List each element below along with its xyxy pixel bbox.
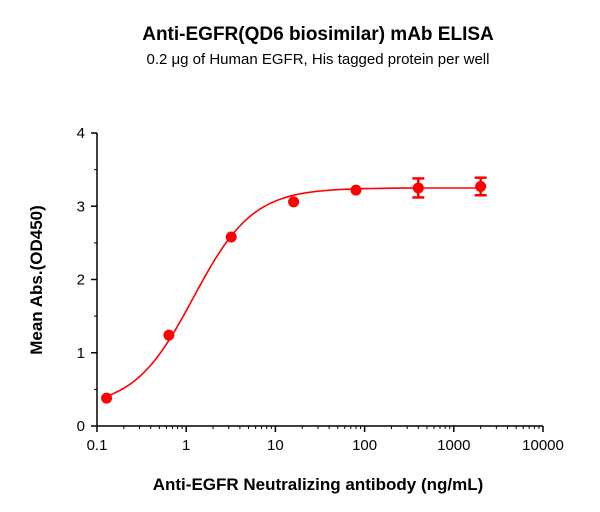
y-tick-label: 0 [77, 418, 85, 435]
data-point [350, 184, 362, 196]
data-point [412, 182, 424, 194]
y-tick-label: 2 [77, 272, 85, 289]
y-tick-label: 4 [77, 125, 85, 142]
x-tick-label: 0.1 [87, 437, 108, 454]
data-points [101, 176, 487, 404]
data-point [288, 196, 300, 208]
x-tick-label: 10000 [522, 437, 564, 454]
tick-labels: 0.1 1 10 100 1000 10000 0 1 2 3 4 [77, 125, 564, 454]
axes [91, 132, 544, 432]
fit-curve [106, 187, 481, 398]
chart-title: Anti-EGFR(QD6 biosimilar) mAb ELISA [142, 24, 494, 45]
data-point [101, 392, 113, 404]
x-tick-label: 1 [182, 437, 190, 454]
x-tick-label: 100 [352, 437, 377, 454]
chart-subtitle: 0.2 μg of Human EGFR, His tagged protein… [147, 51, 490, 68]
x-axis-label: Anti-EGFR Neutralizing antibody (ng/mL) [153, 475, 484, 494]
x-tick-label: 1000 [437, 437, 470, 454]
data-point [163, 329, 175, 341]
data-point [225, 231, 237, 243]
y-tick-label: 1 [77, 345, 85, 362]
y-axis-label: Mean Abs.(OD450) [27, 205, 46, 355]
data-point [475, 180, 487, 192]
y-tick-label: 3 [77, 198, 85, 215]
x-tick-label: 10 [267, 437, 284, 454]
